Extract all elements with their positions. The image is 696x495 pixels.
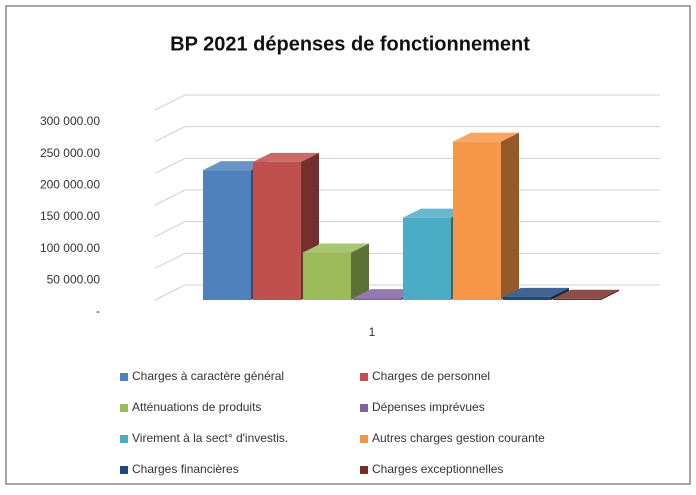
legend-label: Virement à la sect° d'investis.	[132, 431, 288, 445]
bar-top	[403, 208, 469, 218]
legend-swatch	[120, 373, 128, 381]
bar	[553, 298, 601, 300]
y-tick-label: 150 000.00	[40, 209, 100, 223]
y-tick-label: 250 000.00	[40, 146, 100, 160]
bar	[253, 161, 301, 300]
y-tick-label: 50 000.00	[47, 273, 101, 287]
legend-label: Charges à caractère général	[132, 369, 284, 383]
legend-swatch	[360, 435, 368, 443]
y-tick-label: -	[96, 304, 100, 318]
grid-line	[154, 94, 660, 111]
x-tick-label: 1	[369, 325, 376, 339]
bar-side	[601, 289, 619, 300]
grid-line	[154, 126, 660, 143]
legend-swatch	[120, 466, 128, 474]
bar-top	[203, 161, 269, 171]
bar-top	[353, 289, 419, 299]
bar-top	[253, 152, 319, 162]
y-tick-label: 200 000.00	[40, 178, 100, 192]
legend-swatch	[360, 466, 368, 474]
y-tick-label: 300 000.00	[40, 114, 100, 128]
bar	[403, 217, 451, 300]
bar-side	[501, 132, 519, 300]
legend-label: Dépenses imprévues	[372, 400, 485, 414]
bar	[303, 252, 351, 300]
chart-title: BP 2021 dépenses de fonctionnement	[170, 33, 530, 55]
legend-swatch	[360, 404, 368, 412]
bar	[353, 298, 401, 300]
bar-side	[551, 287, 569, 300]
legend-swatch	[120, 404, 128, 412]
bar-side	[351, 243, 369, 300]
bar	[503, 296, 551, 300]
legend-swatch	[360, 373, 368, 381]
bar	[453, 141, 501, 300]
legend-swatch	[120, 435, 128, 443]
bar	[203, 170, 251, 300]
bar-top	[303, 243, 369, 253]
bar-top	[503, 287, 569, 297]
legend-label: Charges exceptionnelles	[372, 462, 503, 476]
legend-label: Charges de personnel	[372, 369, 490, 383]
legend-label: Autres charges gestion courante	[372, 431, 545, 445]
bar-top	[453, 132, 519, 142]
legend-label: Atténuations de produits	[132, 400, 261, 414]
legend-label: Charges financières	[132, 462, 239, 476]
bar-top	[553, 289, 619, 299]
y-tick-label: 100 000.00	[40, 241, 100, 255]
